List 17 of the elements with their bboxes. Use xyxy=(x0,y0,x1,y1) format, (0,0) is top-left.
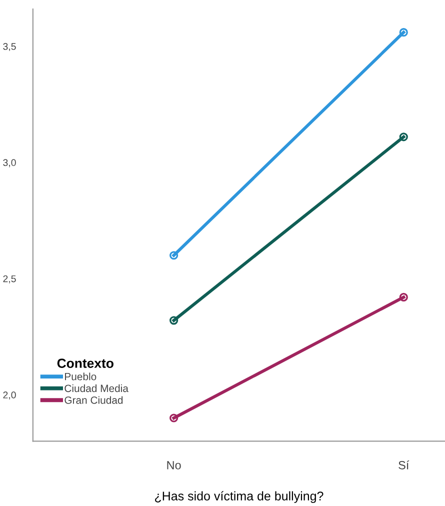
y-tick-label: 2,0 xyxy=(3,392,16,400)
point xyxy=(399,292,408,302)
legend-label: Pueblo xyxy=(65,372,96,380)
x-tick-label: Sí xyxy=(398,460,410,470)
point xyxy=(399,132,408,142)
legend-label: Ciudad Media xyxy=(64,384,128,392)
y-tick-label: 3,0 xyxy=(3,159,16,168)
y-tick-label: 3,5 xyxy=(3,43,16,52)
x-tick-label: No xyxy=(167,461,181,470)
point xyxy=(399,28,408,37)
legend-label: Gran Ciudad xyxy=(64,396,123,404)
y-tick-label: 2,5 xyxy=(3,275,16,284)
point xyxy=(170,414,178,422)
x-axis-title: ¿Has sido víctima de bullying? xyxy=(155,491,324,503)
point xyxy=(170,251,178,260)
legend-title: Contexto xyxy=(57,358,114,368)
point xyxy=(170,316,178,325)
